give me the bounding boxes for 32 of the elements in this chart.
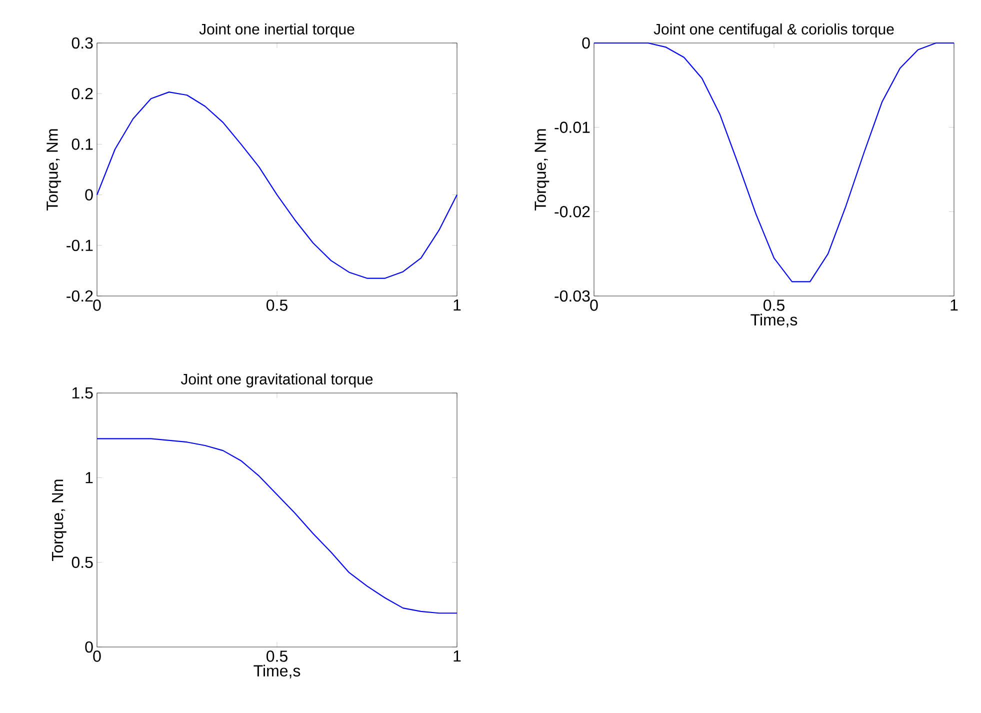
x-tick-label: 0.5 (764, 300, 784, 311)
y-axis-title: Torque, Nm (52, 480, 66, 561)
y-tick-label: 1 (86, 472, 93, 484)
chart-title: Joint one inertial torque (199, 23, 354, 38)
chart-title: Joint one centifugal & coriolis torque (654, 23, 894, 38)
chart-title: Joint one gravitational torque (180, 373, 373, 388)
y-tick-label: -0.2 (66, 290, 93, 302)
y-tick-label: 0.5 (72, 556, 93, 568)
y-tick-label: 0 (85, 641, 93, 653)
x-tick-label: 1 (454, 300, 461, 311)
y-tick-label: 0 (582, 37, 590, 49)
x-axis-title: Time,s (254, 664, 300, 678)
y-tick-label: -0.03 (554, 290, 590, 302)
y-tick-label: -0.1 (66, 240, 93, 252)
y-tick-label: 0.2 (72, 88, 93, 100)
line-series (96, 92, 458, 279)
y-tick-label: -0.01 (554, 122, 590, 133)
x-tick-label: 0 (590, 300, 598, 311)
y-axis-title: Torque, Nm (534, 129, 550, 210)
y-tick-label: 0.3 (72, 37, 93, 49)
x-tick-label: 0 (93, 650, 101, 662)
x-tick-label: 0 (93, 300, 101, 311)
y-axis-title: Torque, Nm (46, 129, 62, 210)
y-tick-label: 0.1 (72, 138, 93, 150)
x-tick-label: 0.5 (266, 300, 288, 311)
y-tick-label: 0 (85, 189, 93, 200)
x-tick-label: 1 (950, 300, 958, 311)
y-tick-label: -0.02 (554, 206, 590, 218)
y-tick-label: 1.5 (72, 387, 93, 399)
x-tick-label: 1 (454, 650, 461, 662)
x-tick-label: 0.5 (266, 650, 288, 662)
x-axis-title: Time,s (750, 314, 798, 328)
